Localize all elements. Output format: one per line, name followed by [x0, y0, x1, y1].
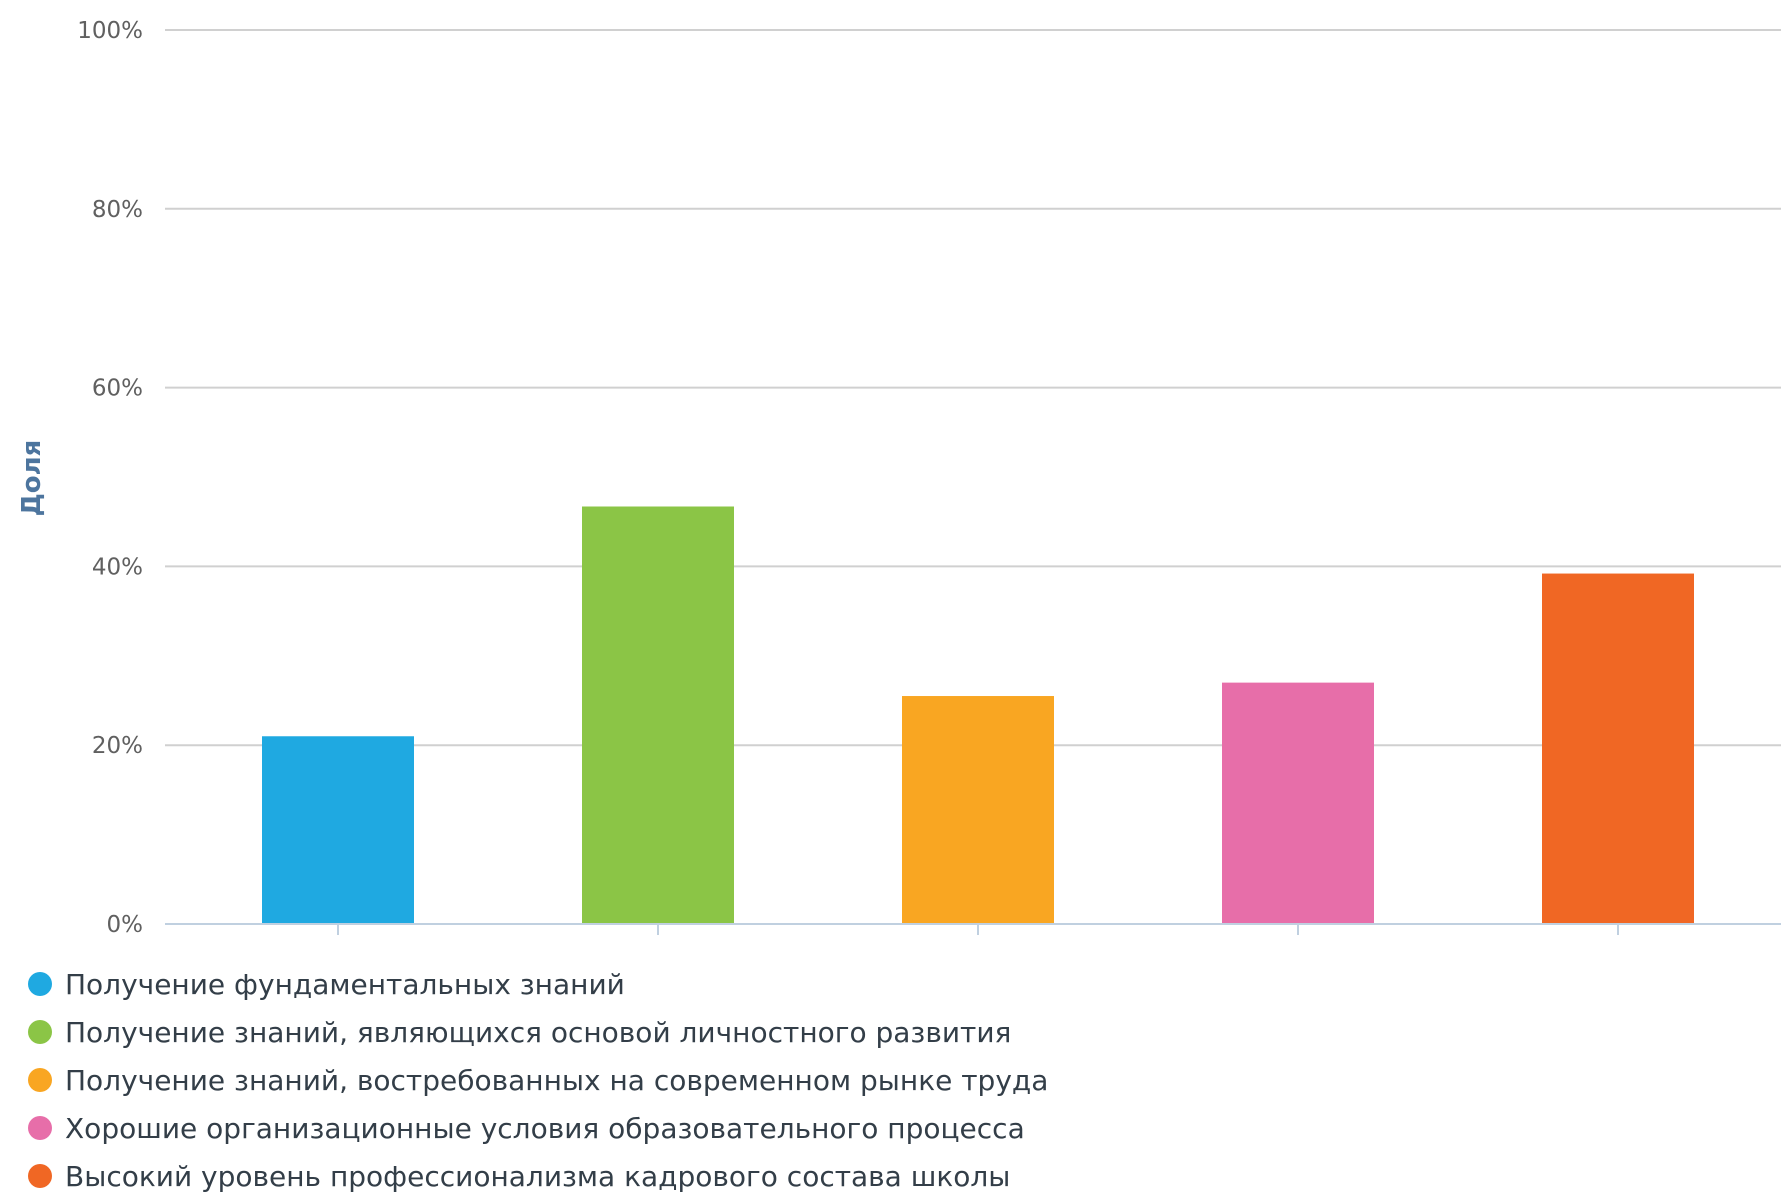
legend-item[interactable]: Высокий уровень профессионализма кадрово… — [28, 1160, 1010, 1193]
y-tick-label: 100% — [77, 18, 143, 44]
legend-item[interactable]: Получение фундаментальных знаний — [28, 968, 625, 1001]
gridlines — [165, 29, 1781, 747]
x-axis-ticks — [337, 924, 1619, 935]
legend-label: Высокий уровень профессионализма кадрово… — [65, 1160, 1010, 1193]
legend-marker — [28, 1068, 52, 1092]
legend-marker — [28, 1116, 52, 1140]
legend: Получение фундаментальных знаний Получени… — [28, 968, 1048, 1193]
y-axis-title: Доля — [17, 440, 47, 517]
legend-label: Получение знаний, являющихся основой лич… — [65, 1016, 1011, 1049]
y-tick-label: 40% — [92, 554, 143, 580]
legend-marker — [28, 1164, 52, 1188]
legend-item[interactable]: Получение знаний, являющихся основой лич… — [28, 1016, 1011, 1049]
y-tick-label: 60% — [92, 376, 143, 402]
legend-label: Хорошие организационные условия образова… — [65, 1112, 1025, 1145]
legend-marker — [28, 972, 52, 996]
legend-label: Получение фундаментальных знаний — [65, 968, 625, 1001]
y-tick-label: 80% — [92, 197, 143, 223]
legend-label: Получение знаний, востребованных на совр… — [65, 1064, 1048, 1097]
bar — [1542, 573, 1694, 924]
legend-marker — [28, 1020, 52, 1044]
y-tick-label: 0% — [107, 912, 144, 938]
legend-item[interactable]: Получение знаний, востребованных на совр… — [28, 1064, 1048, 1097]
y-axis-tick-labels: 0% 20% 40% 60% 80% 100% — [77, 18, 143, 938]
bar — [582, 506, 734, 924]
bar — [1222, 682, 1374, 924]
bars — [262, 506, 1694, 924]
bar — [902, 696, 1054, 924]
bar — [262, 736, 414, 924]
legend-item[interactable]: Хорошие организационные условия образова… — [28, 1112, 1025, 1145]
y-tick-label: 20% — [92, 733, 143, 759]
